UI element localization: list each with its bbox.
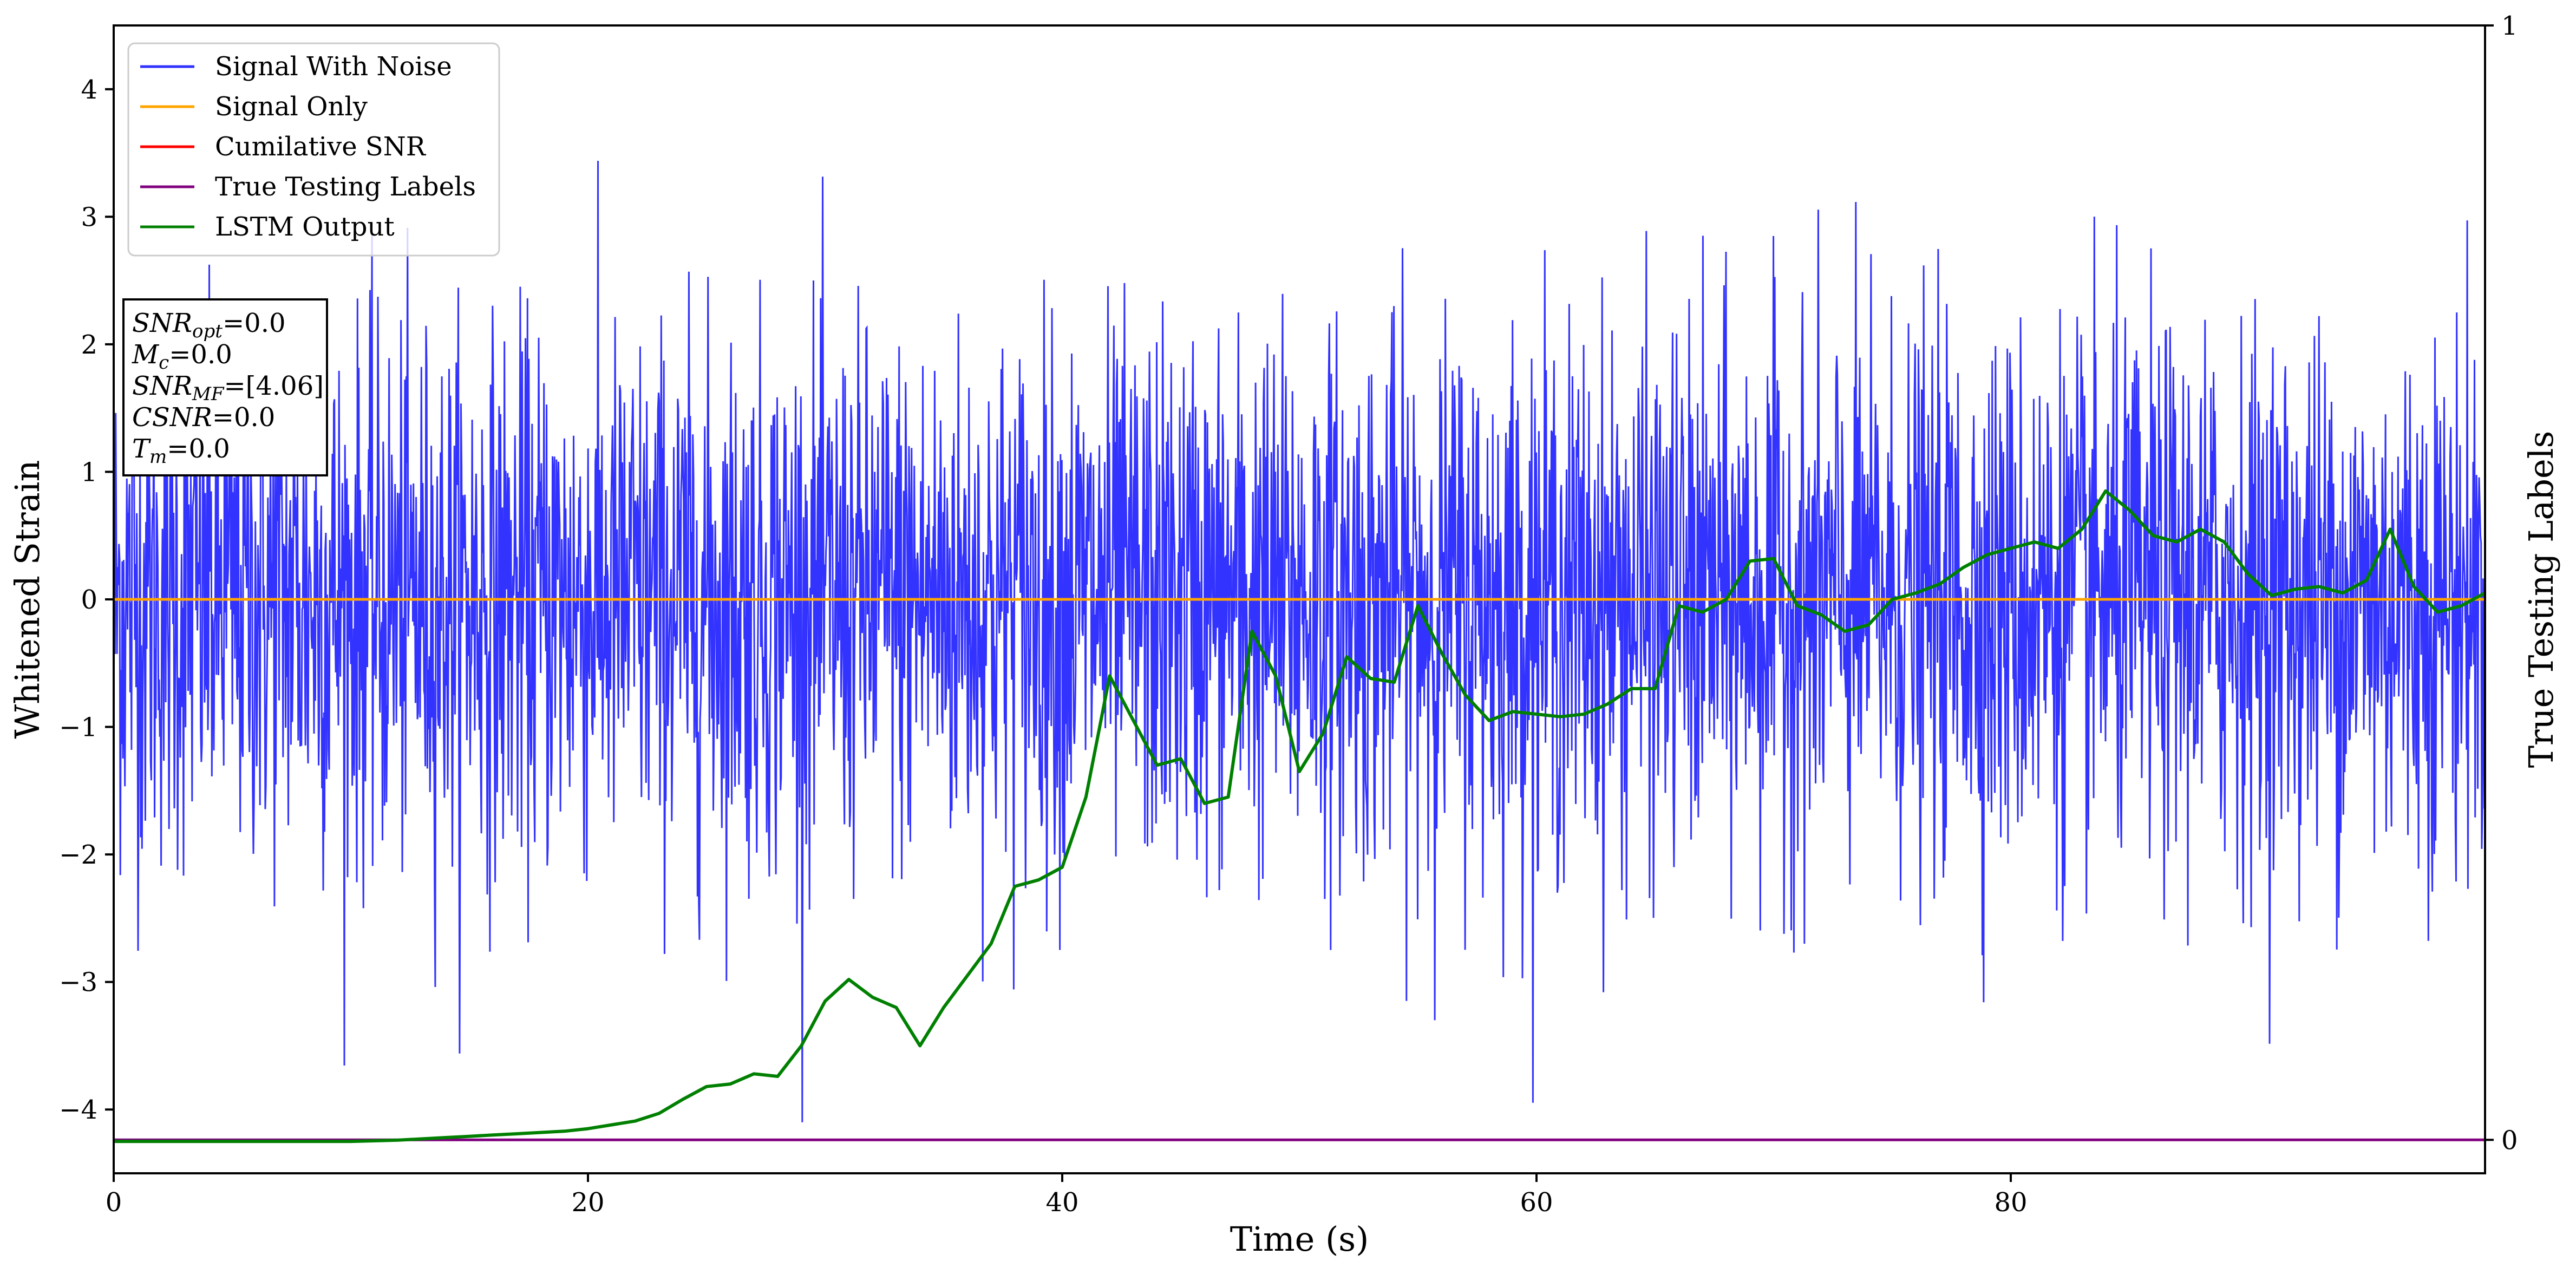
annotation-frame: [122, 298, 328, 476]
series-lstm-output: [114, 489, 2486, 1144]
legend-entry: Signal With Noise: [215, 51, 452, 82]
series-signal-with-noise: [113, 160, 2486, 1122]
x-tick-label: 40: [1045, 1187, 1078, 1218]
annotation-line: SNRMF=[4.06]: [132, 371, 324, 405]
x-axis-label: Time (s): [1230, 1219, 1369, 1259]
y-tick-label: 0: [81, 585, 97, 615]
y-axis-left: 4 3 2 1 0 −1 −2 −3 −4: [59, 75, 114, 1125]
y-axis-label: Whitened Strain: [8, 460, 47, 739]
y-tick-label: 4: [81, 75, 97, 105]
y-tick-label: 2: [81, 330, 97, 360]
legend-entry: LSTM Output: [215, 212, 395, 242]
y2-tick-label: 0: [2501, 1125, 2518, 1155]
annotation-line: Mc=0.0: [132, 339, 232, 374]
annotation-box: SNRopt=0.0Mc=0.0SNRMF=[4.06]CSNR=0.0Tm=0…: [122, 298, 328, 476]
x-tick-label: 80: [1994, 1187, 2027, 1218]
legend-entry: Signal Only: [215, 92, 368, 122]
annotation-line: Tm=0.0: [132, 434, 230, 468]
y-axis-right: 10: [2485, 11, 2518, 1155]
y-tick-label: −1: [59, 713, 97, 743]
plot-area: [113, 160, 2486, 1144]
y-tick-label: −3: [59, 968, 97, 998]
y2-tick-label: 1: [2501, 11, 2518, 41]
annotation-line: CSNR=0.0: [132, 402, 275, 433]
y2-axis-label: True Testing Labels: [2521, 431, 2561, 768]
annotation-line: SNRopt=0.0: [132, 308, 286, 342]
y-tick-label: 1: [81, 457, 97, 487]
x-tick-label: 60: [1520, 1187, 1553, 1218]
y-tick-label: −4: [59, 1095, 97, 1125]
legend-entry: Cumilative SNR: [215, 132, 427, 162]
x-tick-label: 0: [106, 1187, 122, 1218]
x-tick-label: 20: [571, 1187, 604, 1218]
y-tick-label: −2: [59, 840, 97, 870]
y-tick-label: 3: [81, 202, 97, 232]
legend: Signal With Noise Signal Only Cumilative S…: [127, 42, 500, 257]
legend-box: [127, 42, 500, 257]
legend-entry: True Testing Labels: [215, 172, 476, 202]
x-axis: 0 20 40 60 80: [106, 1173, 2028, 1218]
